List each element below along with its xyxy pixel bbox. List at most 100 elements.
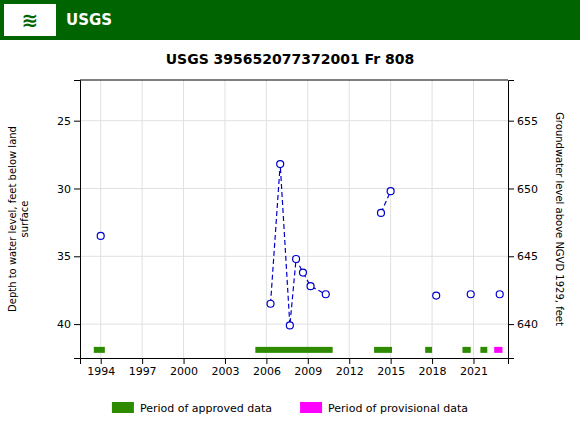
- period-bar: [480, 347, 487, 353]
- grid-line: [183, 80, 184, 358]
- tick-label: 655: [517, 115, 538, 128]
- tick: 2006: [253, 358, 281, 378]
- axis-line: [509, 81, 515, 359]
- legend-item: Period of approved data: [112, 402, 272, 415]
- tick-mark: [184, 358, 185, 364]
- grid: [80, 80, 508, 358]
- point: [286, 322, 293, 329]
- axis: 655 650 645 640: [508, 81, 538, 359]
- grid-line: [142, 80, 143, 358]
- tick: 2009: [294, 358, 322, 378]
- tick: 2018: [419, 358, 447, 378]
- tick-mark: [74, 188, 80, 189]
- point: [467, 291, 474, 298]
- tick: 2000: [170, 358, 198, 378]
- tick-mark: [508, 188, 514, 189]
- tick: 2012: [336, 358, 364, 378]
- tick-label: 1994: [87, 365, 115, 378]
- period-bar: [494, 347, 502, 353]
- legend-label: Period of approved data: [140, 402, 272, 415]
- legend: Period of approved data Period of provisi…: [112, 402, 468, 415]
- grid-line: [266, 80, 267, 358]
- period-bar: [374, 347, 392, 353]
- tick-mark: [74, 121, 80, 122]
- point: [307, 283, 314, 290]
- tick-mark: [101, 358, 102, 364]
- tick-label: 2006: [253, 365, 281, 378]
- point: [293, 256, 300, 263]
- axis: 25 30 35 40: [57, 81, 81, 359]
- tick: 25: [57, 115, 80, 128]
- tick: 1994: [87, 358, 115, 378]
- period-bar: [425, 347, 432, 353]
- grid-line: [80, 120, 508, 121]
- annotation: ≋: [22, 8, 39, 32]
- period-bar: [255, 347, 332, 353]
- tick-label: 2012: [336, 365, 364, 378]
- legend-swatch: [112, 402, 134, 413]
- tick-mark: [266, 358, 267, 364]
- grid-line: [80, 324, 508, 325]
- axis-line: [81, 359, 509, 365]
- title: USGS 395652077372001 Fr 808: [166, 51, 415, 67]
- tick-label: 650: [517, 183, 538, 196]
- tick-mark: [391, 358, 392, 364]
- tick-label: 2009: [294, 365, 322, 378]
- tick: 640: [508, 318, 538, 331]
- grid-line: [390, 80, 391, 358]
- point: [322, 291, 329, 298]
- tick-label: 2000: [170, 365, 198, 378]
- tick-mark: [473, 358, 474, 364]
- tick: 650: [508, 183, 538, 196]
- legend-swatch: [300, 402, 322, 413]
- tick: 2003: [211, 358, 239, 378]
- tick: 35: [57, 250, 80, 263]
- point: [97, 232, 104, 239]
- tick: 655: [508, 115, 538, 128]
- point: [496, 291, 503, 298]
- tick-mark: [349, 358, 350, 364]
- grid-line: [473, 80, 474, 358]
- grid-line: [432, 80, 433, 358]
- chart: ≋USGSUSGS 395652077372001 Fr 80819941997…: [0, 0, 580, 430]
- axis-title: Depth to water level, feet below landsur…: [7, 126, 30, 312]
- tick: 645: [508, 250, 538, 263]
- tick-label: 2021: [460, 365, 488, 378]
- data-marks: [94, 161, 503, 353]
- point: [277, 161, 284, 168]
- point: [299, 269, 306, 276]
- grid-line: [100, 80, 101, 358]
- axis-title: Groundwater level above NGVD 1929, feet: [554, 112, 565, 326]
- tick: 2015: [377, 358, 405, 378]
- tick-label: 35: [57, 250, 71, 263]
- tick-label: 30: [57, 183, 71, 196]
- tick-mark: [74, 256, 80, 257]
- point: [433, 292, 440, 299]
- grid-line: [307, 80, 308, 358]
- tick-label: 640: [517, 318, 538, 331]
- tick-mark: [508, 324, 514, 325]
- tick: 1997: [129, 358, 157, 378]
- legend-item: Period of provisional data: [300, 402, 468, 415]
- point: [377, 209, 384, 216]
- tick-label: 25: [57, 115, 71, 128]
- grid-line: [80, 188, 508, 189]
- tick-label: 40: [57, 318, 71, 331]
- header-bar: [0, 0, 580, 40]
- tick-label: 2018: [419, 365, 447, 378]
- tick: 40: [57, 318, 80, 331]
- tick-mark: [508, 256, 514, 257]
- tick-label: 2003: [211, 365, 239, 378]
- tick-mark: [308, 358, 309, 364]
- tick-mark: [74, 324, 80, 325]
- axis-line: [74, 81, 81, 359]
- tick: 2021: [460, 358, 488, 378]
- plot: 1994 1997 2000 2003 2006 2009 2012 2015 2018 2021…: [7, 80, 565, 378]
- grid-line: [349, 80, 350, 358]
- legend-label: Period of provisional data: [328, 402, 468, 415]
- tick-mark: [508, 121, 514, 122]
- tick-mark: [142, 358, 143, 364]
- axis: 1994 1997 2000 2003 2006 2009 2012 2015 2018 2021: [81, 358, 509, 378]
- logo-box: [4, 4, 56, 36]
- tick: 30: [57, 183, 80, 196]
